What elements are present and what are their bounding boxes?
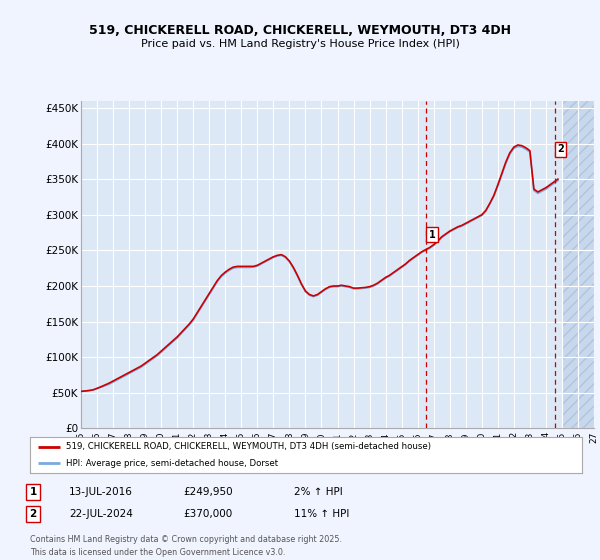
Text: 519, CHICKERELL ROAD, CHICKERELL, WEYMOUTH, DT3 4DH: 519, CHICKERELL ROAD, CHICKERELL, WEYMOU… (89, 24, 511, 38)
Text: 22-JUL-2024: 22-JUL-2024 (69, 509, 133, 519)
Text: 2: 2 (557, 144, 564, 154)
Text: HPI: Average price, semi-detached house, Dorset: HPI: Average price, semi-detached house,… (66, 459, 278, 468)
Text: 1: 1 (29, 487, 37, 497)
Text: 2: 2 (29, 509, 37, 519)
Text: £370,000: £370,000 (183, 509, 232, 519)
Text: 13-JUL-2016: 13-JUL-2016 (69, 487, 133, 497)
Text: 1: 1 (428, 230, 436, 240)
Text: 11% ↑ HPI: 11% ↑ HPI (294, 509, 349, 519)
Text: Price paid vs. HM Land Registry's House Price Index (HPI): Price paid vs. HM Land Registry's House … (140, 39, 460, 49)
Text: 2% ↑ HPI: 2% ↑ HPI (294, 487, 343, 497)
Text: 519, CHICKERELL ROAD, CHICKERELL, WEYMOUTH, DT3 4DH (semi-detached house): 519, CHICKERELL ROAD, CHICKERELL, WEYMOU… (66, 442, 431, 451)
Text: Contains HM Land Registry data © Crown copyright and database right 2025.
This d: Contains HM Land Registry data © Crown c… (30, 535, 342, 557)
Text: £249,950: £249,950 (183, 487, 233, 497)
